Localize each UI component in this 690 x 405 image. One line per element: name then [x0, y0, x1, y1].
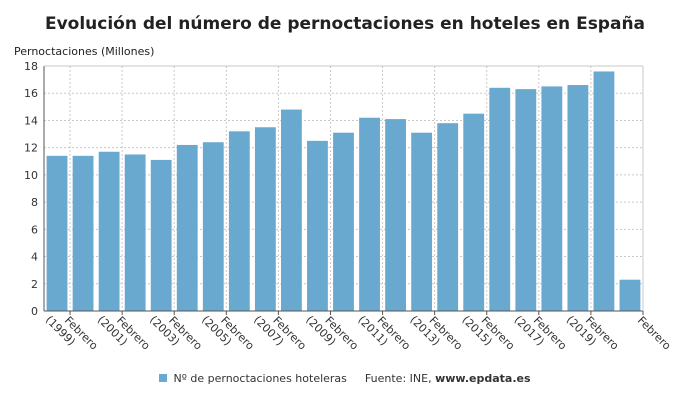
y-tick-label: 2 [31, 278, 38, 291]
y-axis-label: Pernoctaciones (Millones) [14, 45, 155, 58]
bar [437, 123, 459, 312]
y-tick-label: 14 [24, 114, 38, 127]
x-tick-label: Febrero(2003) [147, 304, 205, 362]
x-tick-label: Febrero(2019) [564, 304, 622, 362]
y-tick-label: 4 [31, 251, 38, 264]
legend-swatch [159, 374, 168, 382]
bar [254, 127, 276, 311]
bar [541, 86, 563, 312]
bar [359, 117, 380, 311]
bar [333, 132, 354, 311]
y-tick-label: 12 [24, 142, 38, 155]
x-tick-label: Febrero(2007) [251, 304, 309, 362]
bar [202, 142, 224, 311]
x-tick-label: Febrero(1999) [43, 304, 101, 362]
bar [228, 131, 250, 311]
x-tick-label: Febrero(2017) [512, 304, 570, 362]
bar [593, 71, 615, 311]
bar [124, 154, 146, 311]
bar [280, 109, 302, 311]
bar [46, 155, 68, 311]
x-tick-label: Febrero [635, 314, 674, 353]
x-tick-label: Febrero(2015) [460, 304, 518, 362]
bar [489, 87, 511, 312]
x-tick-label: Febrero(2011) [355, 304, 413, 362]
bar [307, 140, 328, 311]
legend: Nº de pernoctaciones hoteleras Fuente: IN… [0, 372, 690, 385]
bar [385, 119, 407, 311]
bar [72, 155, 94, 311]
bar [176, 144, 198, 311]
bar [567, 85, 589, 311]
bar [515, 89, 537, 311]
x-tick-label: Febrero(2009) [303, 304, 361, 362]
x-tick-label: Febrero(2001) [95, 304, 153, 362]
y-tick-label: 16 [24, 87, 38, 100]
y-tick-label: 10 [24, 169, 38, 182]
bar [411, 132, 433, 311]
y-tick-label: 18 [24, 60, 38, 73]
source-prefix: Fuente: INE, [364, 372, 436, 385]
y-tick-label: 6 [31, 223, 38, 236]
legend-series-label: Nº de pernoctaciones hoteleras [173, 372, 347, 385]
bar [619, 279, 641, 311]
bar-chart: 0 2 4 6 8 10 12 14 16 18 Febrero(1999) Febrero(2001… [24, 60, 674, 362]
y-tick-label: 0 [31, 305, 38, 318]
y-tick-label: 8 [31, 196, 38, 209]
bar [463, 113, 485, 311]
bar [98, 151, 120, 311]
source-site: www.epdata.es [435, 372, 531, 385]
x-tick-label: Febrero(2005) [199, 304, 257, 362]
x-tick-label: Febrero(2013) [407, 304, 465, 362]
chart-title: Evolución del número de pernoctaciones e… [44, 14, 646, 34]
bar [150, 159, 172, 311]
